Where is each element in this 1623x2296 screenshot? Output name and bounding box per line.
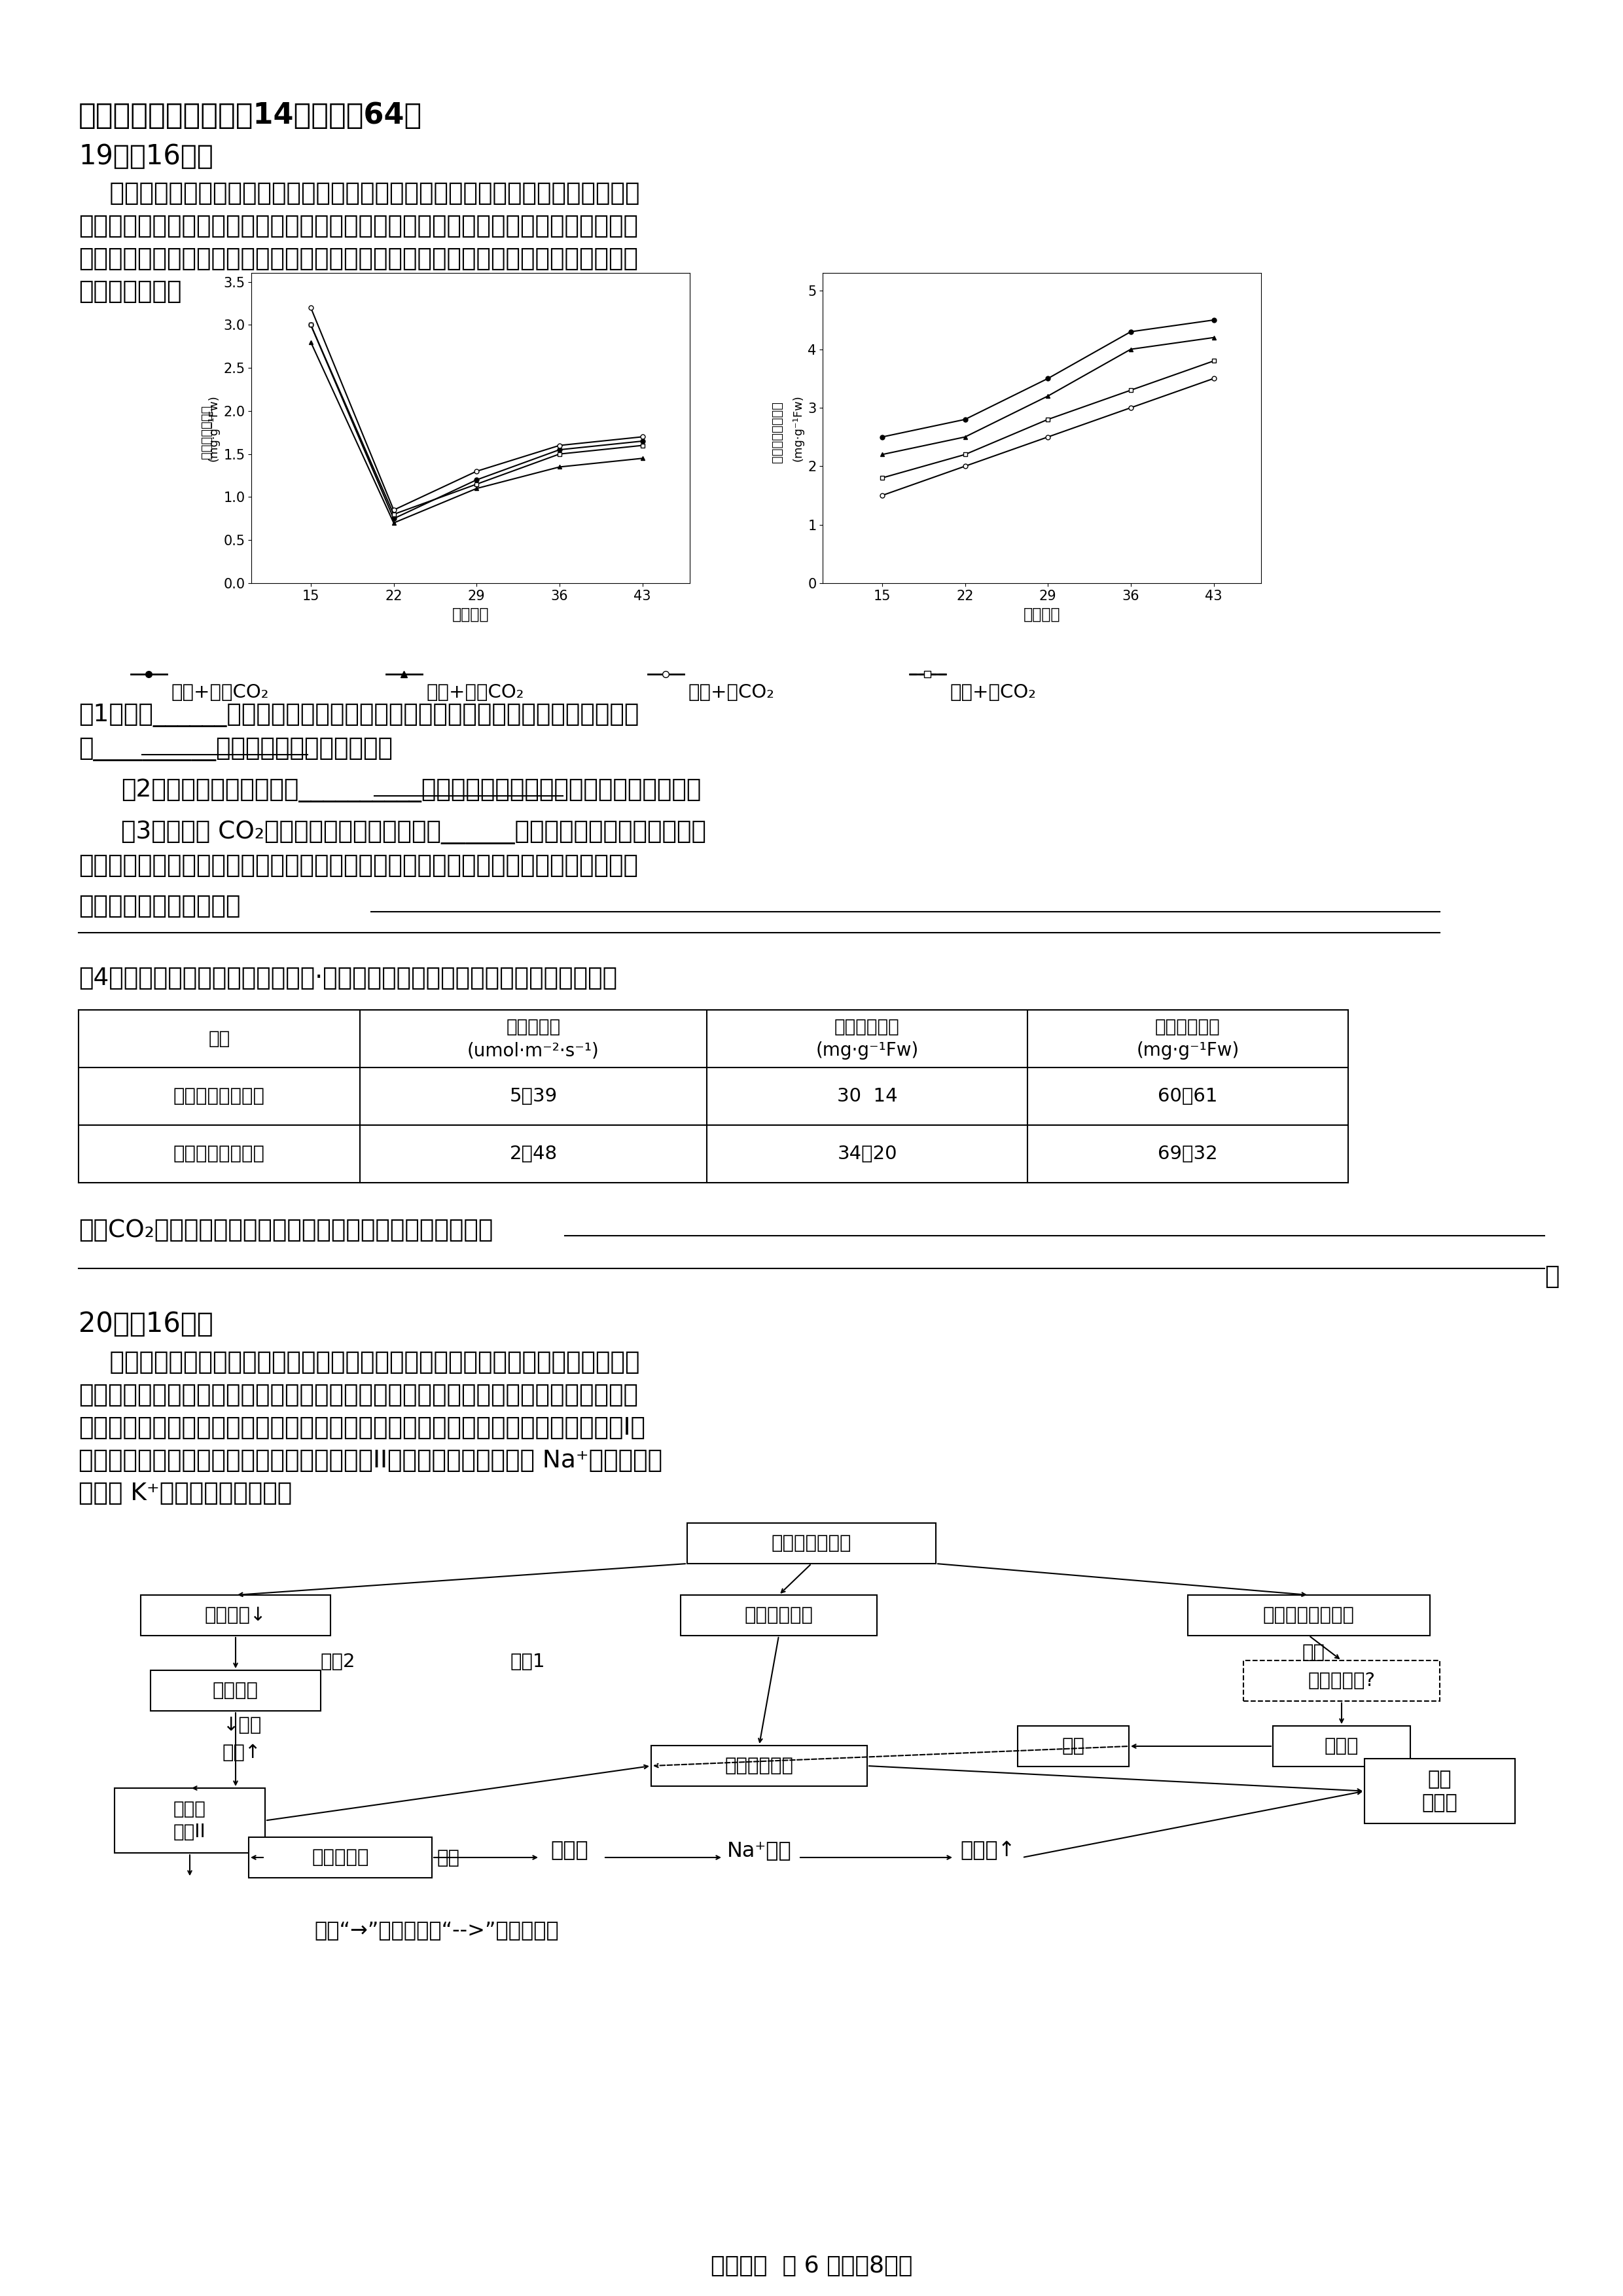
FancyBboxPatch shape — [1365, 1759, 1514, 1823]
Text: 分泌: 分泌 — [437, 1848, 459, 1867]
Text: ↓分泌: ↓分泌 — [222, 1715, 261, 1733]
Text: 5．39: 5．39 — [510, 1086, 557, 1104]
Text: 血管紧
张素II: 血管紧 张素II — [174, 1800, 206, 1841]
Text: 部分机制示意图，其中肾素是一种蛋白水解酶，能催化血管紧张素原生成血管紧张素I，: 部分机制示意图，其中肾素是一种蛋白水解酶，能催化血管紧张素原生成血管紧张素I， — [78, 1417, 646, 1440]
Text: 醛固酮: 醛固酮 — [550, 1841, 588, 1862]
Text: 30  14: 30 14 — [837, 1086, 898, 1104]
Text: 外周血管收缩: 外周血管收缩 — [725, 1756, 794, 1775]
Text: 请从CO₂供应的角度解释：去块茎后净光合速率下降的原因是: 请从CO₂供应的角度解释：去块茎后净光合速率下降的原因是 — [78, 1219, 493, 1242]
Text: 分泌: 分泌 — [1302, 1644, 1326, 1662]
Text: 叶片淦粉含量
(mg·g⁻¹Fw): 叶片淦粉含量 (mg·g⁻¹Fw) — [1136, 1017, 1240, 1061]
Text: 图中支持该假设的证据是: 图中支持该假设的证据是 — [78, 895, 240, 918]
Text: 34．20: 34．20 — [837, 1146, 898, 1164]
FancyBboxPatch shape — [1272, 1727, 1410, 1766]
Text: 2．48: 2．48 — [510, 1146, 557, 1164]
FancyBboxPatch shape — [151, 1669, 321, 1711]
Text: 时排出 K⁺。请回答下列问题：: 时排出 K⁺。请回答下列问题： — [78, 1481, 292, 1506]
X-axis label: 处理天数: 处理天数 — [1024, 606, 1060, 622]
Text: 回答下列问题：: 回答下列问题： — [78, 280, 182, 303]
Text: 19．（16分）: 19．（16分） — [78, 142, 213, 170]
FancyBboxPatch shape — [248, 1837, 432, 1878]
Text: 叶片蔗糖含量
(mg·g⁻¹Fw): 叶片蔗糖含量 (mg·g⁻¹Fw) — [816, 1017, 919, 1061]
Text: 生物试卷  第 6 页（兲8页）: 生物试卷 第 6 页（兲8页） — [711, 2255, 912, 2278]
Text: 研究发现，淦粉积累过多会导致光合速率下降，推测原因可能是淦粉在叶綠体中积: 研究发现，淦粉积累过多会导致光合速率下降，推测原因可能是淦粉在叶綠体中积 — [78, 181, 639, 207]
Text: 血容量↑: 血容量↑ — [961, 1841, 1016, 1862]
FancyBboxPatch shape — [1243, 1660, 1440, 1701]
Text: Na⁺潴留: Na⁺潴留 — [727, 1841, 792, 1862]
Text: 激肽: 激肽 — [1061, 1738, 1084, 1756]
Text: 激肽释放酶?: 激肽释放酶? — [1308, 1671, 1375, 1690]
Text: 途垄2: 途垄2 — [321, 1653, 355, 1671]
Text: 不同条件下某植物叶綠体中的淦粉含量、可溶性糖含量的进行研究，结果如图所示。请: 不同条件下某植物叶綠体中的淦粉含量、可溶性糖含量的进行研究，结果如图所示。请 — [78, 248, 638, 271]
FancyBboxPatch shape — [141, 1596, 331, 1635]
Text: 是由于升高温度促进了淦粉分解为可溶性糖，减弱了淦粉大量积累对光合作用的抑制。: 是由于升高温度促进了淦粉分解为可溶性糖，减弱了淦粉大量积累对光合作用的抑制。 — [78, 854, 638, 877]
Text: 实验组（去块茎）: 实验组（去块茎） — [174, 1146, 265, 1164]
Text: 叶綠体淦粉含量: 叶綠体淦粉含量 — [200, 404, 213, 459]
Text: 叶片可溶性糖含量: 叶片可溶性糖含量 — [771, 402, 784, 461]
Text: （2）以上实验的自变量是__________，在分析实验结果时要注意单一变量分析。: （2）以上实验的自变量是__________，在分析实验结果时要注意单一变量分析… — [122, 778, 701, 804]
Text: 高温+高CO₂: 高温+高CO₂ — [949, 684, 1037, 703]
Text: 净光合速率
(umol·m⁻²·s⁻¹): 净光合速率 (umol·m⁻²·s⁻¹) — [467, 1017, 599, 1061]
Y-axis label: (mg·g⁻¹Fw): (mg·g⁻¹Fw) — [208, 395, 219, 461]
Text: 血压是指血液在血管内流动时作用于血管壁的侧压力。肾性高血压是一种常见的继: 血压是指血液在血管内流动时作用于血管壁的侧压力。肾性高血压是一种常见的继 — [78, 1350, 639, 1375]
Text: （1）可用______显微镜观察叶綠体类囊体薄膜的是否被破坏，类囊体薄膜上分布: （1）可用______显微镜观察叶綠体类囊体薄膜的是否被破坏，类囊体薄膜上分布 — [78, 703, 639, 728]
Text: 69．32: 69．32 — [1157, 1146, 1217, 1164]
FancyBboxPatch shape — [1018, 1727, 1130, 1766]
Text: 肾性
高血压: 肾性 高血压 — [1422, 1770, 1457, 1812]
Text: 20．（16分）: 20．（16分） — [78, 1311, 213, 1339]
Text: 组别: 组别 — [208, 1029, 230, 1047]
Text: 皮层近曲小管细胞: 皮层近曲小管细胞 — [1263, 1607, 1355, 1626]
FancyBboxPatch shape — [680, 1596, 876, 1635]
Text: 常温+正常CO₂: 常温+正常CO₂ — [172, 684, 269, 703]
Text: （3）在增施 CO₂情况下，适当升高温度可以______光合作用速率。有人认为，这: （3）在增施 CO₂情况下，适当升高温度可以______光合作用速率。有人认为，… — [122, 820, 706, 845]
Text: 肾上腺皮质: 肾上腺皮质 — [312, 1848, 368, 1867]
FancyBboxPatch shape — [687, 1522, 936, 1564]
Text: 累会导致类囊体薄膜被破坏，淦粉在保卫细胞中积累会降低气孔开放程度。科研人员对: 累会导致类囊体薄膜被破坏，淦粉在保卫细胞中积累会降低气孔开放程度。科研人员对 — [78, 216, 638, 239]
Text: 发性高血压，肾脏实质性病变是引起肾性高血压的主要原因。下图为肾性高血压发生的: 发性高血压，肾脏实质性病变是引起肾性高血压的主要原因。下图为肾性高血压发生的 — [78, 1384, 638, 1407]
Text: 球尾细胞: 球尾细胞 — [213, 1681, 258, 1699]
FancyBboxPatch shape — [651, 1745, 867, 1786]
Text: 肾血流量↓: 肾血流量↓ — [204, 1607, 266, 1626]
Text: 二、非选择题；本题入14小题，入64分: 二、非选择题；本题入14小题，入64分 — [78, 101, 422, 129]
Text: 的__________是进行光合作用所必需的。: 的__________是进行光合作用所必需的。 — [78, 737, 393, 762]
Text: 肾素↑: 肾素↑ — [222, 1743, 261, 1761]
Text: 交感神经系统: 交感神经系统 — [745, 1607, 813, 1626]
Text: 对照组（留块茎）: 对照组（留块茎） — [174, 1086, 265, 1104]
Text: 途垄1: 途垄1 — [511, 1653, 545, 1671]
FancyBboxPatch shape — [1188, 1596, 1430, 1635]
Text: 注：“→”表示促进，“-->”表示抑制。: 注：“→”表示促进，“-->”表示抑制。 — [315, 1919, 558, 1940]
Text: 再经血管紧张素转化酶作用而生成血管紧张素II。醛固酮的作用是促进 Na⁺重吸收，同: 再经血管紧张素转化酶作用而生成血管紧张素II。醛固酮的作用是促进 Na⁺重吸收，… — [78, 1449, 662, 1472]
Text: 。: 。 — [1545, 1265, 1560, 1288]
Text: （4）科研人员又通过实验研究了去·留块茎对马铃薯光合作用的影响，结果如下：: （4）科研人员又通过实验研究了去·留块茎对马铃薯光合作用的影响，结果如下： — [78, 967, 617, 990]
Text: 高温+正常CO₂: 高温+正常CO₂ — [427, 684, 524, 703]
Y-axis label: (mg·g⁻¹Fw): (mg·g⁻¹Fw) — [792, 395, 803, 461]
FancyBboxPatch shape — [115, 1789, 265, 1853]
X-axis label: 处理天数: 处理天数 — [453, 606, 489, 622]
Text: 激肽原: 激肽原 — [1324, 1738, 1358, 1756]
Text: 常温+高CO₂: 常温+高CO₂ — [688, 684, 774, 703]
Text: 60．61: 60．61 — [1157, 1086, 1217, 1104]
Text: 肾脏实质性病变: 肾脏实质性病变 — [771, 1534, 852, 1552]
